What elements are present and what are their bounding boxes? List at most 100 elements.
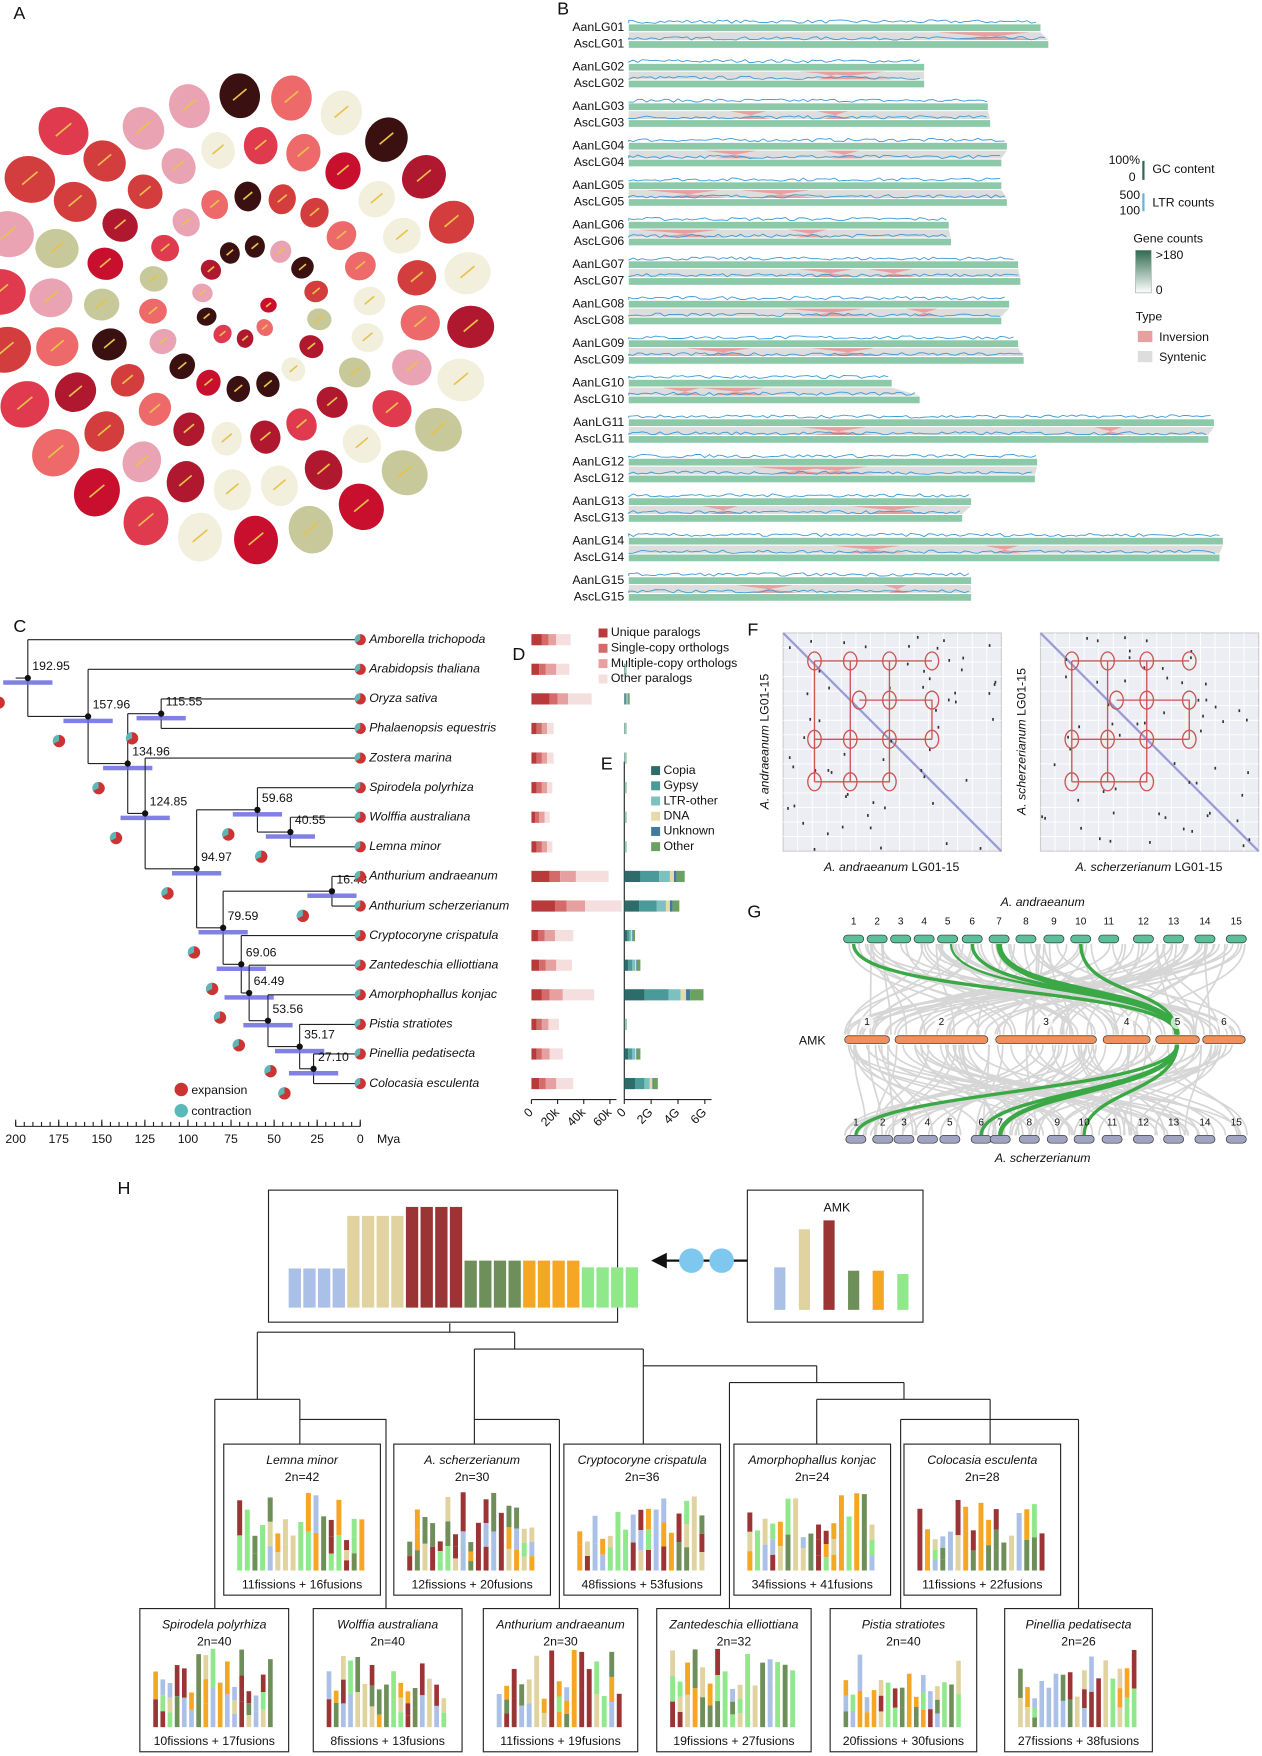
number-badge <box>1039 1015 1053 1030</box>
events: 11fissions + 22fusions <box>922 1577 1042 1591</box>
node <box>219 924 227 931</box>
ribbon <box>871 944 926 1035</box>
spadix <box>259 431 271 442</box>
karyotype-bar <box>537 1260 551 1308</box>
block-lines <box>813 660 933 783</box>
block <box>1139 729 1155 749</box>
karyotype-bar <box>504 1685 510 1700</box>
events: 11fissions + 19fusions <box>500 1734 620 1748</box>
bar-segment <box>624 1077 636 1090</box>
karyotype-bar <box>949 1684 954 1728</box>
chromosome <box>843 934 865 944</box>
dot <box>788 646 791 650</box>
bar-segment <box>531 1048 537 1060</box>
flower <box>234 515 279 565</box>
chromosome <box>628 80 925 88</box>
flower <box>168 84 210 129</box>
pie-slice <box>354 900 361 910</box>
spadix <box>276 247 285 255</box>
bar-segment <box>531 663 540 675</box>
legend-text: 0 <box>1129 170 1136 184</box>
tick-label: 6G <box>688 1105 710 1127</box>
bar-segment <box>549 989 563 1001</box>
spadix <box>103 338 116 349</box>
karyotype-bar <box>468 1542 474 1552</box>
dot <box>1195 781 1198 785</box>
karyotype-bar <box>661 1522 667 1547</box>
species: A. scherzerianum <box>1075 860 1172 874</box>
tick-label: 150 <box>92 1132 113 1146</box>
spadix <box>149 403 161 414</box>
block <box>842 729 858 749</box>
chromosome <box>628 317 1002 325</box>
ribbon <box>1098 1044 1212 1136</box>
dot <box>1188 781 1191 784</box>
chromosome <box>628 436 1209 443</box>
ribbon <box>1035 1044 1199 1136</box>
dot <box>923 775 926 779</box>
chromosome-label: AanLG07 <box>572 257 624 271</box>
karyotype-bar <box>846 1516 852 1544</box>
chromosome <box>1133 1134 1154 1144</box>
bar-segment <box>639 900 657 912</box>
dot <box>945 842 948 846</box>
chromosome-number: 11 <box>1107 1118 1118 1129</box>
species-name: Amorphophallus konjac <box>368 987 498 1001</box>
chromosome-label: AanLG11 <box>573 415 624 429</box>
dot <box>1136 722 1139 726</box>
karyotype-bar <box>906 1673 912 1728</box>
number-badge <box>1217 1015 1231 1030</box>
flower <box>4 156 56 203</box>
spadix <box>232 88 248 101</box>
karyotype-bar <box>897 1274 909 1310</box>
bar-segment <box>531 722 537 735</box>
karyotype-bar <box>351 1536 357 1554</box>
karyotype-bar <box>541 1712 547 1728</box>
karyotype-bar <box>600 1554 606 1571</box>
karyotype-bar <box>653 1509 659 1571</box>
chromosome-label: AscLG03 <box>574 116 625 130</box>
spadix <box>261 324 268 330</box>
karyotype-bar <box>567 1260 580 1308</box>
species-name: Cryptocoryne crispatula <box>578 1453 707 1467</box>
chromosome-number: 10 <box>1079 1118 1091 1129</box>
suffix: LG01-15 <box>1015 668 1029 716</box>
ltr-track <box>628 115 987 120</box>
bar-segment <box>624 959 629 971</box>
pie-slice <box>92 782 99 791</box>
karyotype-bar <box>203 1703 209 1728</box>
bar-segment <box>541 634 549 646</box>
spadix <box>296 418 308 429</box>
dot <box>928 677 931 681</box>
species: A. scherzerianum <box>1015 719 1029 816</box>
dot <box>1222 720 1224 724</box>
arrow-head <box>651 1252 667 1269</box>
chromosome <box>1018 1134 1040 1144</box>
chromosome <box>1225 1134 1247 1144</box>
karyotype-bar <box>700 1667 706 1698</box>
karyotype-bar <box>616 1710 622 1728</box>
karyotype-bar <box>586 1669 592 1728</box>
chromosome <box>995 1035 1097 1044</box>
ltr-track <box>628 431 1207 436</box>
bar-segment <box>556 634 571 646</box>
chromosome <box>1163 1134 1185 1144</box>
karyotype-bar <box>1001 1542 1007 1571</box>
block <box>1100 729 1115 749</box>
chromosome <box>628 278 1021 285</box>
bar-segment <box>541 752 548 764</box>
spadix <box>265 302 272 308</box>
chromosome <box>1043 934 1065 944</box>
karyotype-bar <box>267 1497 273 1522</box>
chromosome-label: AscLG05 <box>574 195 625 209</box>
karyotype-bar <box>1110 1678 1116 1728</box>
karyotype-bar <box>384 1684 389 1728</box>
karyotype-bar <box>313 1495 319 1533</box>
karyotype-bar <box>445 1545 451 1571</box>
karyotype-bar <box>823 1557 829 1571</box>
block <box>1109 690 1124 710</box>
karyotype-bar <box>355 1692 361 1728</box>
spadix <box>181 217 192 226</box>
spadix <box>148 274 159 283</box>
karyotype-bar <box>407 1556 413 1571</box>
